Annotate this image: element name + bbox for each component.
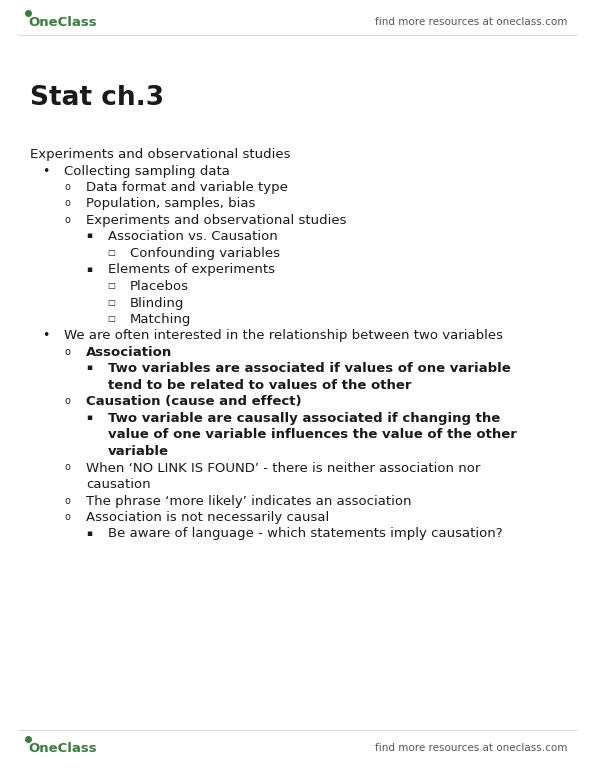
Text: When ‘NO LINK IS FOUND’ - there is neither association nor: When ‘NO LINK IS FOUND’ - there is neith…	[86, 461, 481, 474]
Text: □: □	[108, 297, 115, 306]
Text: Blinding: Blinding	[130, 296, 184, 310]
Text: Placebos: Placebos	[130, 280, 189, 293]
Text: variable: variable	[108, 445, 169, 458]
Text: Stat ch.3: Stat ch.3	[30, 85, 164, 111]
Text: o: o	[64, 199, 70, 209]
Text: Matching: Matching	[130, 313, 192, 326]
Text: Experiments and observational studies: Experiments and observational studies	[30, 148, 290, 161]
Text: find more resources at oneclass.com: find more resources at oneclass.com	[375, 17, 567, 27]
Text: Collecting sampling data: Collecting sampling data	[64, 165, 230, 178]
Text: o: o	[64, 182, 70, 192]
Text: o: o	[64, 496, 70, 505]
Text: Confounding variables: Confounding variables	[130, 247, 280, 260]
Text: o: o	[64, 347, 70, 357]
Text: o: o	[64, 397, 70, 407]
Text: ▪: ▪	[86, 232, 92, 240]
Text: Population, samples, bias: Population, samples, bias	[86, 197, 255, 210]
Text: □: □	[108, 281, 115, 290]
Text: value of one variable influences the value of the other: value of one variable influences the val…	[108, 428, 517, 441]
Text: ▪: ▪	[86, 528, 92, 537]
Text: Elements of experiments: Elements of experiments	[108, 263, 275, 276]
Text: The phrase ‘more likely’ indicates an association: The phrase ‘more likely’ indicates an as…	[86, 494, 412, 507]
Text: Association vs. Causation: Association vs. Causation	[108, 230, 278, 243]
Text: tend to be related to values of the other: tend to be related to values of the othe…	[108, 379, 412, 392]
Text: OneClass: OneClass	[28, 742, 96, 755]
Text: o: o	[64, 215, 70, 225]
Text: Causation (cause and effect): Causation (cause and effect)	[86, 396, 302, 409]
Text: •: •	[42, 165, 49, 178]
Text: o: o	[64, 463, 70, 473]
Text: Two variables are associated if values of one variable: Two variables are associated if values o…	[108, 363, 511, 376]
Text: •: •	[42, 330, 49, 343]
Text: □: □	[108, 314, 115, 323]
Text: □: □	[108, 248, 115, 257]
Text: OneClass: OneClass	[28, 15, 96, 28]
Text: Association: Association	[86, 346, 173, 359]
Text: causation: causation	[86, 478, 151, 491]
Text: Two variable are causally associated if changing the: Two variable are causally associated if …	[108, 412, 500, 425]
Text: We are often interested in the relationship between two variables: We are often interested in the relations…	[64, 330, 503, 343]
Text: ▪: ▪	[86, 363, 92, 373]
Text: ▪: ▪	[86, 265, 92, 273]
Text: find more resources at oneclass.com: find more resources at oneclass.com	[375, 743, 567, 753]
Text: Experiments and observational studies: Experiments and observational studies	[86, 214, 347, 227]
Text: Association is not necessarily causal: Association is not necessarily causal	[86, 511, 330, 524]
Text: o: o	[64, 512, 70, 522]
Text: Be aware of language - which statements imply causation?: Be aware of language - which statements …	[108, 527, 503, 541]
Text: Data format and variable type: Data format and variable type	[86, 181, 288, 194]
Text: ▪: ▪	[86, 413, 92, 422]
